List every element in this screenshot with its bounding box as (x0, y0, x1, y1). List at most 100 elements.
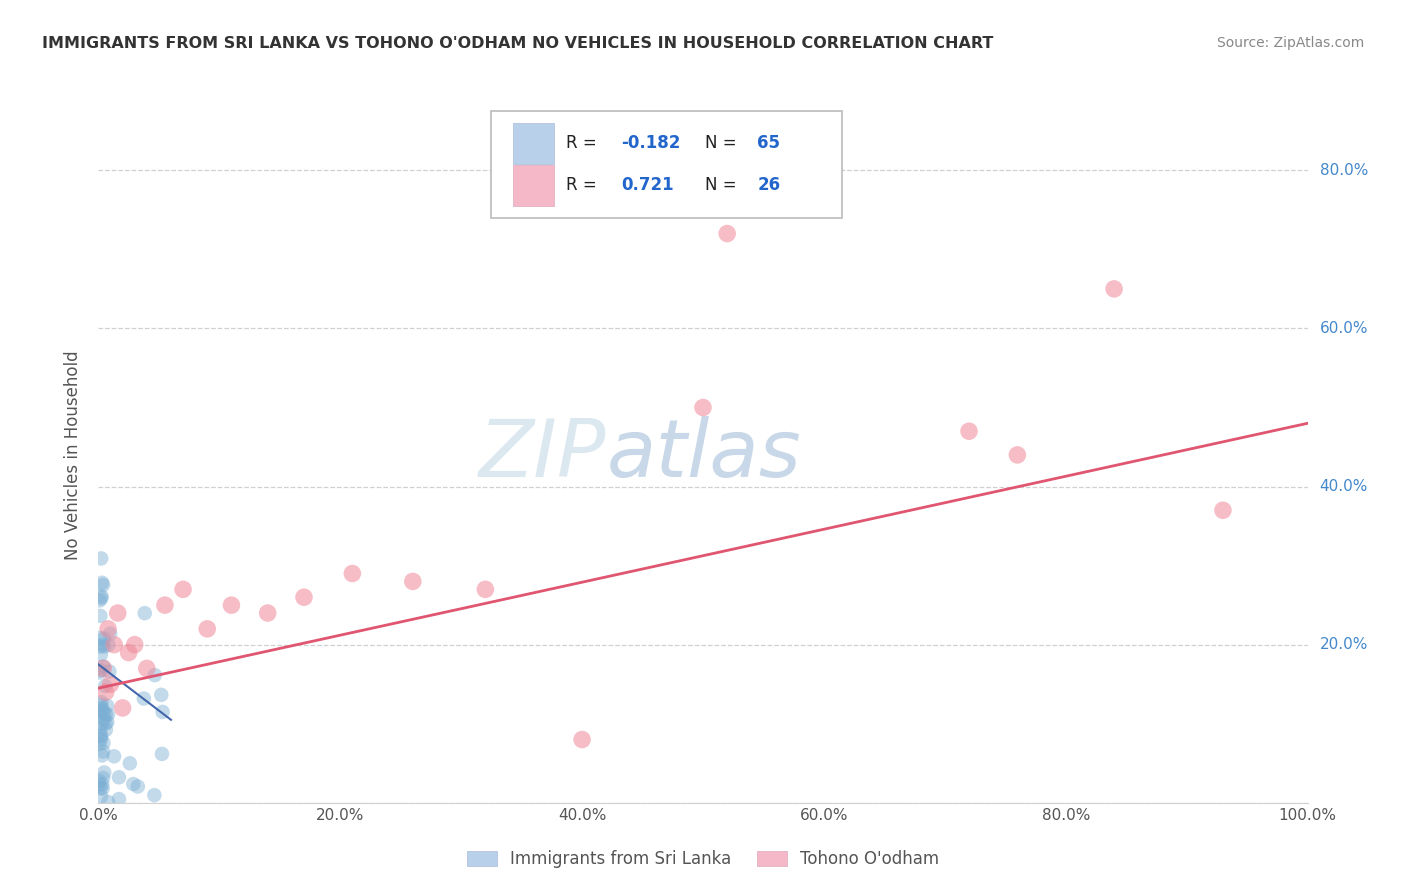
FancyBboxPatch shape (513, 165, 554, 206)
Point (97, 707, 120, 722)
Point (91, 781, 114, 796)
Point (90, 589, 112, 603)
Point (90, 702, 112, 716)
Point (91, 716, 114, 731)
Point (91, 661, 114, 675)
Point (90, 591, 112, 605)
Point (93, 736, 115, 750)
Point (91, 771, 114, 785)
Point (118, 646, 141, 660)
Point (89, 704, 111, 718)
Point (108, 792, 131, 806)
Point (89, 631, 111, 645)
Point (143, 668, 166, 682)
Point (93, 632, 115, 646)
Text: N =: N = (706, 176, 742, 194)
Point (91, 701, 114, 715)
Point (93, 712, 115, 726)
Point (342, 566, 364, 581)
Point (122, 777, 145, 791)
Point (90, 781, 112, 796)
Point (90, 732, 112, 747)
Point (90, 648, 112, 662)
Point (108, 770, 131, 784)
Point (100, 677, 122, 691)
Point (96, 715, 118, 730)
Point (91, 638, 114, 652)
Point (89, 663, 111, 677)
Text: IMMIGRANTS FROM SRI LANKA VS TOHONO O'ODHAM NO VEHICLES IN HOUSEHOLD CORRELATION: IMMIGRANTS FROM SRI LANKA VS TOHONO O'OD… (42, 36, 994, 51)
Point (90, 729, 112, 743)
Point (90, 698, 112, 712)
Text: 80.0%: 80.0% (1320, 163, 1368, 178)
Point (96, 698, 118, 713)
Text: 40.0%: 40.0% (1320, 479, 1368, 494)
Point (97, 622, 120, 636)
Point (90, 551, 112, 566)
Point (90, 695, 112, 709)
Point (692, 401, 714, 415)
Point (107, 606, 129, 620)
Point (94, 707, 117, 722)
Point (150, 747, 173, 761)
Point (97, 638, 120, 652)
Point (89, 777, 111, 791)
Point (1212, 503, 1234, 517)
Point (571, 732, 593, 747)
Point (91, 777, 114, 791)
Point (94, 716, 117, 731)
Point (221, 598, 243, 612)
Point (89, 608, 111, 623)
Point (89, 593, 111, 607)
Point (90, 730, 112, 744)
Point (152, 705, 174, 719)
Point (94, 679, 117, 693)
Point (89, 737, 111, 751)
Point (97, 795, 120, 809)
Point (474, 582, 496, 597)
Point (91, 745, 114, 759)
Point (89, 723, 111, 737)
Point (93, 765, 115, 780)
Text: R =: R = (567, 134, 602, 153)
Point (143, 788, 166, 802)
Text: 20.0%: 20.0% (1320, 637, 1368, 652)
Text: 26: 26 (758, 176, 780, 194)
Point (256, 606, 278, 620)
FancyBboxPatch shape (513, 123, 554, 164)
Point (93, 706, 115, 720)
Point (93, 659, 115, 673)
Point (1102, 282, 1125, 296)
Point (94, 685, 117, 699)
Text: 60.0%: 60.0% (1320, 321, 1368, 336)
Point (91, 748, 114, 763)
Point (94, 723, 117, 737)
Point (89, 665, 111, 680)
Point (132, 691, 155, 706)
Point (103, 749, 125, 764)
Point (292, 591, 315, 605)
Point (172, 582, 194, 597)
Point (111, 701, 134, 715)
Point (98, 626, 121, 640)
Point (134, 606, 156, 620)
Point (98, 665, 121, 679)
Point (1007, 448, 1029, 462)
Legend: Immigrants from Sri Lanka, Tohono O'odham: Immigrants from Sri Lanka, Tohono O'odha… (460, 843, 946, 874)
Text: N =: N = (706, 134, 742, 153)
Point (135, 661, 157, 675)
Point (89, 640, 111, 654)
Point (402, 574, 425, 589)
Y-axis label: No Vehicles in Household: No Vehicles in Household (65, 350, 83, 560)
Text: 65: 65 (758, 134, 780, 153)
Point (153, 598, 176, 612)
Point (90, 789, 112, 804)
Text: -0.182: -0.182 (621, 134, 681, 153)
Point (91, 575, 114, 590)
Point (957, 424, 980, 438)
Point (716, 227, 738, 241)
Point (93, 640, 115, 654)
Point (103, 638, 125, 652)
Text: 0.721: 0.721 (621, 176, 673, 194)
FancyBboxPatch shape (492, 111, 842, 219)
